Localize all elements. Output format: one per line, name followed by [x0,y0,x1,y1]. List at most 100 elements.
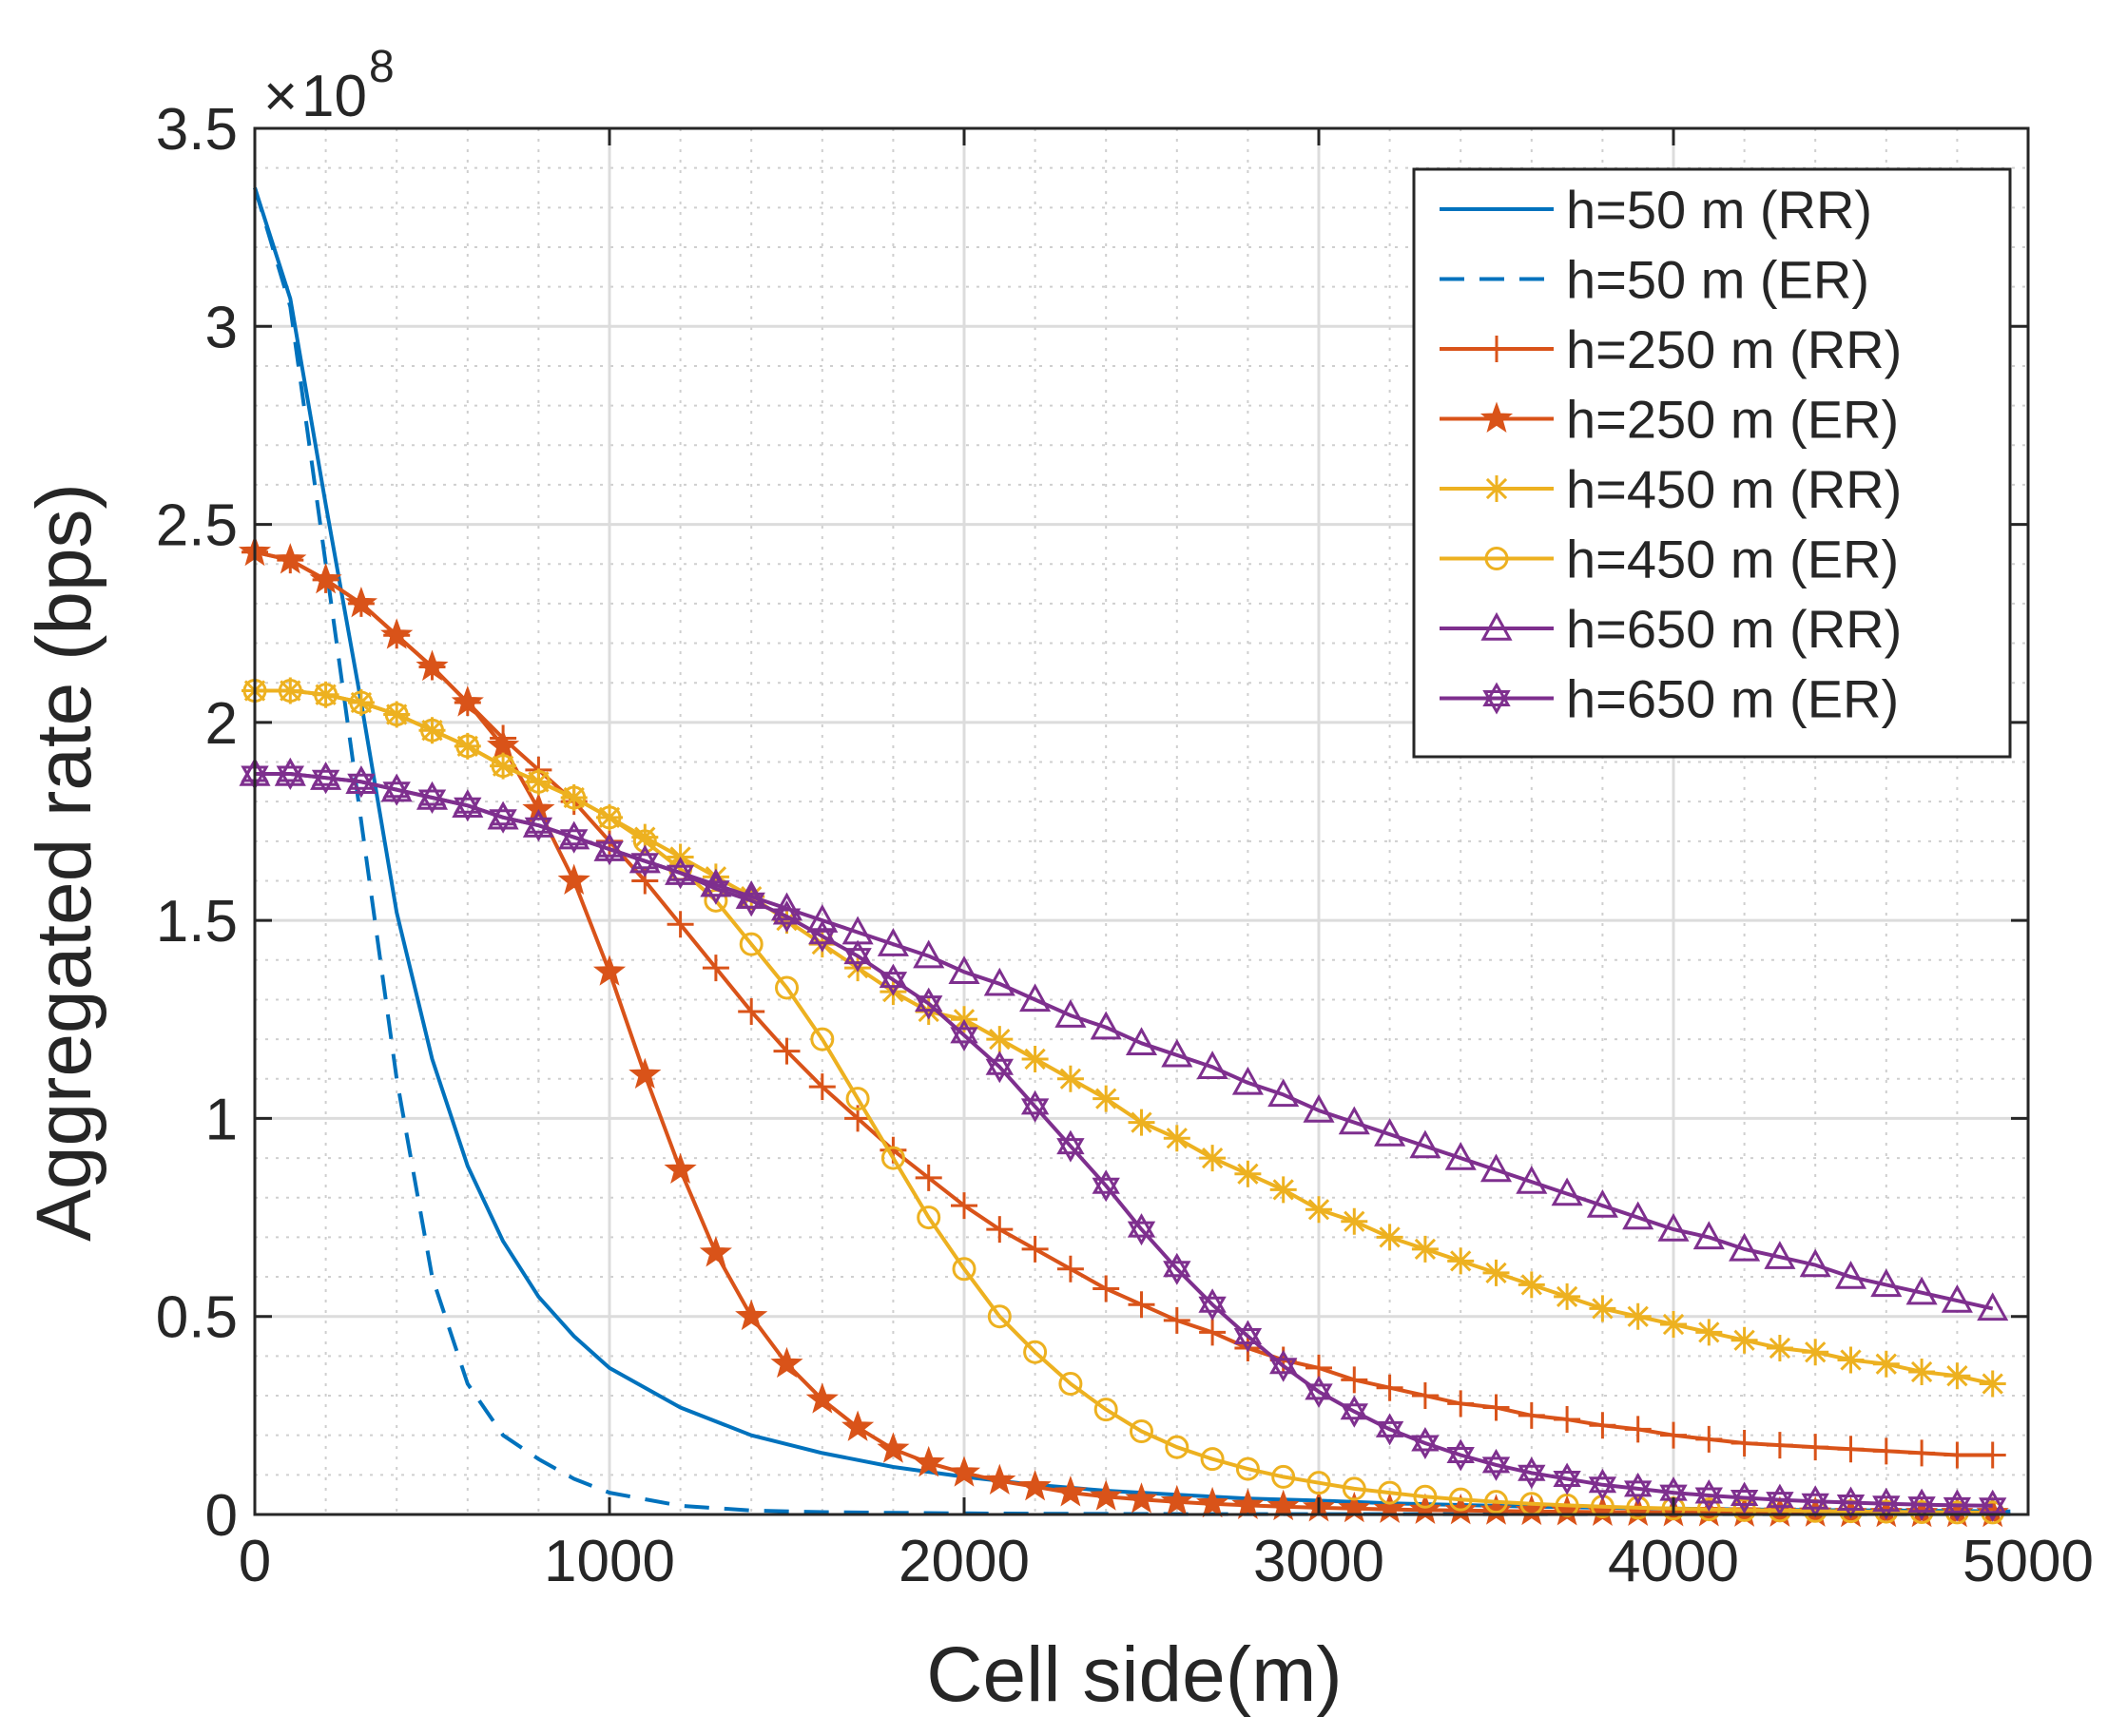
asterisk-marker [1908,1359,1936,1386]
hexagram-marker [772,899,802,934]
y-tick-label: 0.5 [156,1285,238,1351]
circle-marker [491,754,515,779]
triangle-marker [1551,1177,1583,1206]
circle-marker [1058,1372,1083,1397]
legend-box [1412,167,2012,759]
circle-marker [1484,1490,1508,1514]
asterisk-marker [1731,1326,1758,1354]
circle-marker [349,690,374,715]
legend-entry-3: h=250 m (ER) [1440,390,1899,450]
triangle-marker [770,892,803,921]
hexagram-marker [489,800,517,834]
plus-marker [1447,1390,1475,1418]
plus-marker [773,1037,801,1065]
triangle-marker [1444,1142,1477,1170]
hexagram-marker [843,939,872,973]
hexagram-marker [702,872,730,905]
star-marker [1054,1476,1087,1507]
hexagram-marker [985,1051,1014,1084]
asterisk-marker [1163,1125,1190,1152]
star-marker [522,792,555,823]
hexagram-marker [1482,682,1511,715]
asterisk-marker [1482,1259,1510,1286]
star-marker [805,1382,839,1414]
series-5 [242,679,2005,1525]
x-tick-label: 0 [239,1529,271,1594]
hexagram-marker [560,820,589,854]
triangle-marker [1125,1027,1158,1055]
plus-marker [1093,1275,1120,1302]
asterisk-marker [1234,1160,1262,1187]
circle-marker [597,805,622,830]
axes-layer [253,126,2030,1516]
x-tick-label: 1000 [544,1529,675,1594]
asterisk-marker [1695,1319,1723,1346]
star-marker [1160,1484,1193,1516]
triangle-marker [1480,611,1513,641]
star-marker [735,1299,768,1331]
hexagram-marker [1481,1448,1511,1481]
hexagram-marker [1907,1488,1936,1521]
plus-marker [1341,1366,1368,1394]
triangle-marker [1161,1038,1193,1068]
legend-entry-7: h=650 m (ER) [1440,669,1899,729]
star-marker [947,1456,981,1487]
asterisk-marker [1660,1311,1687,1339]
legend-entry-0: h=50 m (RR) [1440,180,1872,240]
plus-marker [1802,1434,1829,1461]
legend-entry-6: h=650 m (RR) [1440,599,1902,659]
hexagram-marker [1766,1483,1794,1516]
circle-marker [420,718,444,743]
circle-marker [1342,1476,1366,1501]
plus-marker [1483,336,1510,362]
hexagram-marker [1411,1426,1440,1460]
plus-marker [1199,1319,1227,1346]
triangle-marker [1870,1268,1903,1298]
hexagram-marker [524,809,553,842]
triangle-marker [1479,1153,1513,1183]
plus-marker [1518,1401,1545,1429]
x-tick-label: 5000 [1963,1529,2094,1594]
x-axis-label: Cell side(m) [926,1631,1342,1718]
circle-marker [1413,1484,1438,1509]
plus-marker [951,1192,977,1220]
hexagram-marker [737,884,765,917]
asterisk-marker [1021,1045,1049,1072]
hexagram-marker [1056,1129,1085,1163]
star-marker [1125,1482,1158,1514]
asterisk-marker [1056,1065,1084,1092]
hexagram-marker [311,762,340,795]
star-marker [1408,1493,1441,1524]
plus-marker [986,1216,1014,1244]
circle-marker [455,734,480,759]
triangle-marker [877,928,909,956]
star-marker [877,1432,910,1463]
hexagram-marker [1872,1487,1901,1520]
triangle-marker [1977,1292,2009,1321]
plus-marker [1731,1430,1758,1457]
legend-label: h=650 m (ER) [1566,669,1899,729]
circle-marker [278,679,302,704]
asterisk-marker [1766,1335,1793,1362]
star-marker [380,618,414,649]
circle-marker [1484,547,1509,570]
triangle-marker [1941,1283,1973,1313]
hexagram-marker [1163,1252,1191,1285]
plot-area-border [253,126,2030,1516]
legend-label: h=450 m (ER) [1566,530,1899,589]
circle-marker [987,1304,1012,1329]
triangle-marker [1196,1051,1228,1079]
triangle-marker [1338,1106,1370,1135]
legend: h=50 m (RR) h=50 m (ER) h=250 m (RR) h=250 … [1412,167,2012,759]
hexagram-marker [1518,1456,1546,1490]
legend-label: h=50 m (ER) [1566,250,1869,310]
circle-marker [917,1206,941,1230]
legend-label: h=50 m (RR) [1566,180,1872,240]
asterisk-marker [1943,1362,1971,1390]
asterisk-marker [631,823,659,851]
star-marker [1231,1488,1265,1519]
hexagram-marker [1092,1169,1120,1203]
hexagram-marker [1233,1320,1263,1353]
hexagram-marker [1127,1213,1156,1246]
